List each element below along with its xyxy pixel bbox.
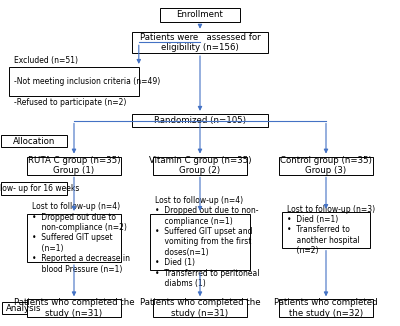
- Text: Lost to follow-up (n=3)
•  Died (n=1)
•  Transferred to
    another hospital
   : Lost to follow-up (n=3) • Died (n=1) • T…: [287, 204, 375, 255]
- Text: Enrollment: Enrollment: [176, 10, 224, 19]
- FancyBboxPatch shape: [9, 67, 139, 96]
- Text: Lost to follow-up (n=4)
•  Dropped out due to non-
    compliance (n=1)
•  Suffe: Lost to follow-up (n=4) • Dropped out du…: [155, 196, 259, 288]
- FancyBboxPatch shape: [279, 157, 373, 175]
- Text: Patients were   assessed for
eligibility (n=156): Patients were assessed for eligibility (…: [140, 33, 260, 52]
- FancyBboxPatch shape: [1, 182, 67, 195]
- FancyBboxPatch shape: [153, 157, 247, 175]
- Text: Vitamin C group (n=35)
Group (2): Vitamin C group (n=35) Group (2): [149, 156, 251, 175]
- FancyBboxPatch shape: [279, 299, 373, 317]
- FancyBboxPatch shape: [282, 212, 370, 248]
- FancyBboxPatch shape: [1, 135, 67, 147]
- Text: Allocation: Allocation: [13, 137, 55, 146]
- FancyBboxPatch shape: [2, 302, 46, 314]
- Text: Control group (n=35)
Group (3): Control group (n=35) Group (3): [280, 156, 372, 175]
- FancyBboxPatch shape: [160, 8, 240, 22]
- Text: Randomized (n=105): Randomized (n=105): [154, 116, 246, 125]
- Text: Excluded (n=51)

-Not meeting inclusion criteria (n=49)

-Refused to participate: Excluded (n=51) -Not meeting inclusion c…: [14, 56, 160, 107]
- Text: Lost to follow-up (n=4)
•  Dropped out due to
    non-compliance (n=2)
•  Suffer: Lost to follow-up (n=4) • Dropped out du…: [32, 202, 130, 274]
- FancyBboxPatch shape: [153, 299, 247, 317]
- Text: RUTA C group (n=35)
Group (1): RUTA C group (n=35) Group (1): [28, 156, 120, 175]
- FancyBboxPatch shape: [27, 214, 121, 262]
- FancyBboxPatch shape: [27, 157, 121, 175]
- FancyBboxPatch shape: [150, 214, 250, 270]
- Text: Analysis: Analysis: [6, 304, 42, 313]
- Text: Patients who completed
the study (n=32): Patients who completed the study (n=32): [274, 298, 378, 318]
- FancyBboxPatch shape: [132, 114, 268, 127]
- Text: Follow- up for 16 weeks: Follow- up for 16 weeks: [0, 184, 79, 193]
- Text: Patients who completed the
study (n=31): Patients who completed the study (n=31): [140, 298, 260, 318]
- Text: Patients who completed the
study (n=31): Patients who completed the study (n=31): [14, 298, 134, 318]
- FancyBboxPatch shape: [27, 299, 121, 317]
- FancyBboxPatch shape: [132, 32, 268, 53]
